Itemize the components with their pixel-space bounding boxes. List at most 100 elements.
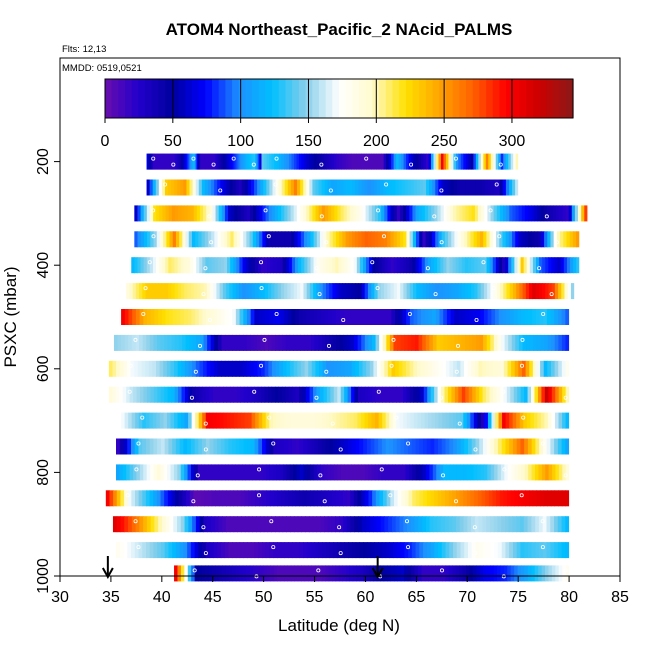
colorbar-swatch — [432, 79, 440, 118]
heatmap-cell — [324, 309, 330, 325]
heatmap-cell — [428, 309, 433, 325]
heatmap-cell — [557, 309, 563, 325]
heatmap-cell — [546, 516, 551, 533]
heatmap-cell — [204, 464, 209, 481]
heatmap-cell — [180, 565, 185, 582]
heatmap-cell — [510, 153, 514, 170]
heatmap-cell — [276, 309, 281, 325]
heatmap-cell — [453, 360, 458, 377]
heatmap-cell — [213, 153, 216, 170]
heatmap-cell — [174, 360, 179, 377]
colorbar-swatch — [232, 79, 240, 118]
heatmap-cell — [246, 334, 251, 351]
heatmap-cell — [159, 412, 165, 429]
colorbar-swatch — [532, 79, 541, 118]
heatmap-cell — [218, 490, 224, 507]
heatmap-cell — [493, 334, 499, 351]
heatmap-cell — [396, 386, 401, 403]
heatmap-cell — [527, 516, 532, 533]
sample-marker — [151, 156, 156, 161]
heatmap-cell — [372, 309, 378, 325]
heatmap-cell — [166, 231, 171, 248]
heatmap-cell — [344, 438, 349, 455]
heatmap-cell — [252, 231, 257, 248]
sample-marker — [211, 162, 216, 167]
heatmap-cell — [233, 516, 238, 533]
heatmap-cell — [272, 464, 277, 481]
heatmap-cell — [149, 438, 155, 455]
heatmap-cell — [483, 283, 488, 300]
heatmap-cell — [202, 153, 205, 170]
colorbar-swatch — [452, 79, 460, 118]
heatmap-cell — [416, 360, 422, 377]
heatmap-cell — [242, 283, 247, 300]
heatmap-cell — [310, 257, 315, 274]
heatmap-cell — [142, 542, 147, 559]
heatmap-cell — [500, 153, 504, 170]
sample-marker — [337, 525, 342, 530]
heatmap-cell — [413, 412, 419, 429]
heatmap-cell — [353, 205, 357, 222]
heatmap-cell — [422, 334, 427, 351]
heatmap-cell — [283, 565, 288, 582]
heatmap-cell — [219, 153, 221, 170]
heatmap-cell — [464, 257, 469, 274]
heatmap-cell — [471, 205, 476, 222]
heatmap-cell — [234, 205, 239, 222]
heatmap-cell — [162, 153, 164, 170]
heatmap-cell — [306, 309, 311, 325]
sample-marker — [314, 266, 319, 271]
sample-marker — [425, 266, 430, 271]
heatmap-cell — [375, 386, 380, 403]
heatmap-cell — [164, 386, 169, 403]
heatmap-cell — [517, 464, 522, 481]
heatmap-cell — [171, 205, 176, 222]
heatmap-cell — [551, 283, 556, 300]
heatmap-cell — [480, 231, 484, 248]
heatmap-cell — [181, 386, 186, 403]
heatmap-cell — [211, 231, 215, 248]
heatmap-cell — [311, 412, 316, 429]
heatmap-cell — [514, 490, 519, 507]
heatmap-cell — [352, 565, 357, 582]
heatmap-cell — [212, 205, 217, 222]
sample-marker — [473, 551, 478, 556]
heatmap-cell — [308, 516, 314, 533]
heatmap-cell — [201, 464, 206, 481]
heatmap-cell — [554, 412, 560, 429]
heatmap-cell — [194, 542, 199, 559]
heatmap-cell — [413, 386, 418, 403]
heatmap-cell — [361, 153, 365, 170]
heatmap-cell — [243, 231, 247, 248]
heatmap-cell — [467, 438, 473, 455]
heatmap-cell — [548, 464, 553, 481]
heatmap-cell — [332, 412, 337, 429]
heatmap-cell — [383, 490, 388, 507]
heatmap-cell — [477, 257, 481, 274]
heatmap-cell — [301, 153, 305, 170]
heatmap-cell — [317, 309, 322, 325]
heatmap-cell — [505, 438, 510, 455]
heatmap-cell — [262, 231, 267, 248]
heatmap-cell — [244, 516, 250, 533]
heatmap-cell — [397, 565, 402, 582]
heatmap-cell — [136, 386, 141, 403]
heatmap-cell — [402, 464, 407, 481]
heatmap-cell — [268, 386, 273, 403]
heatmap-cell — [379, 490, 384, 507]
sample-marker — [488, 208, 493, 213]
heatmap-cell — [311, 565, 316, 582]
colorbar-tick-label: 300 — [499, 133, 526, 150]
heatmap-cell — [565, 565, 570, 582]
sample-markers — [125, 156, 568, 579]
heatmap-cell — [562, 464, 567, 481]
heatmap-cell — [514, 464, 519, 481]
heatmap-cell — [495, 412, 500, 429]
heatmap-cell — [303, 283, 308, 300]
heatmap-cell — [429, 516, 434, 533]
heatmap-cell — [156, 412, 161, 429]
heatmap-cell — [228, 334, 233, 351]
heatmap-cell — [551, 565, 556, 582]
heatmap-cell — [245, 257, 250, 274]
heatmap-cell — [306, 464, 311, 481]
